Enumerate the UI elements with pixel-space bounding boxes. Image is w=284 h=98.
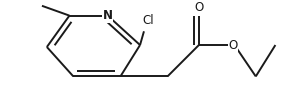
Text: N: N	[103, 9, 113, 22]
Text: Cl: Cl	[142, 14, 154, 27]
Text: O: O	[229, 39, 238, 52]
Text: O: O	[194, 1, 204, 14]
